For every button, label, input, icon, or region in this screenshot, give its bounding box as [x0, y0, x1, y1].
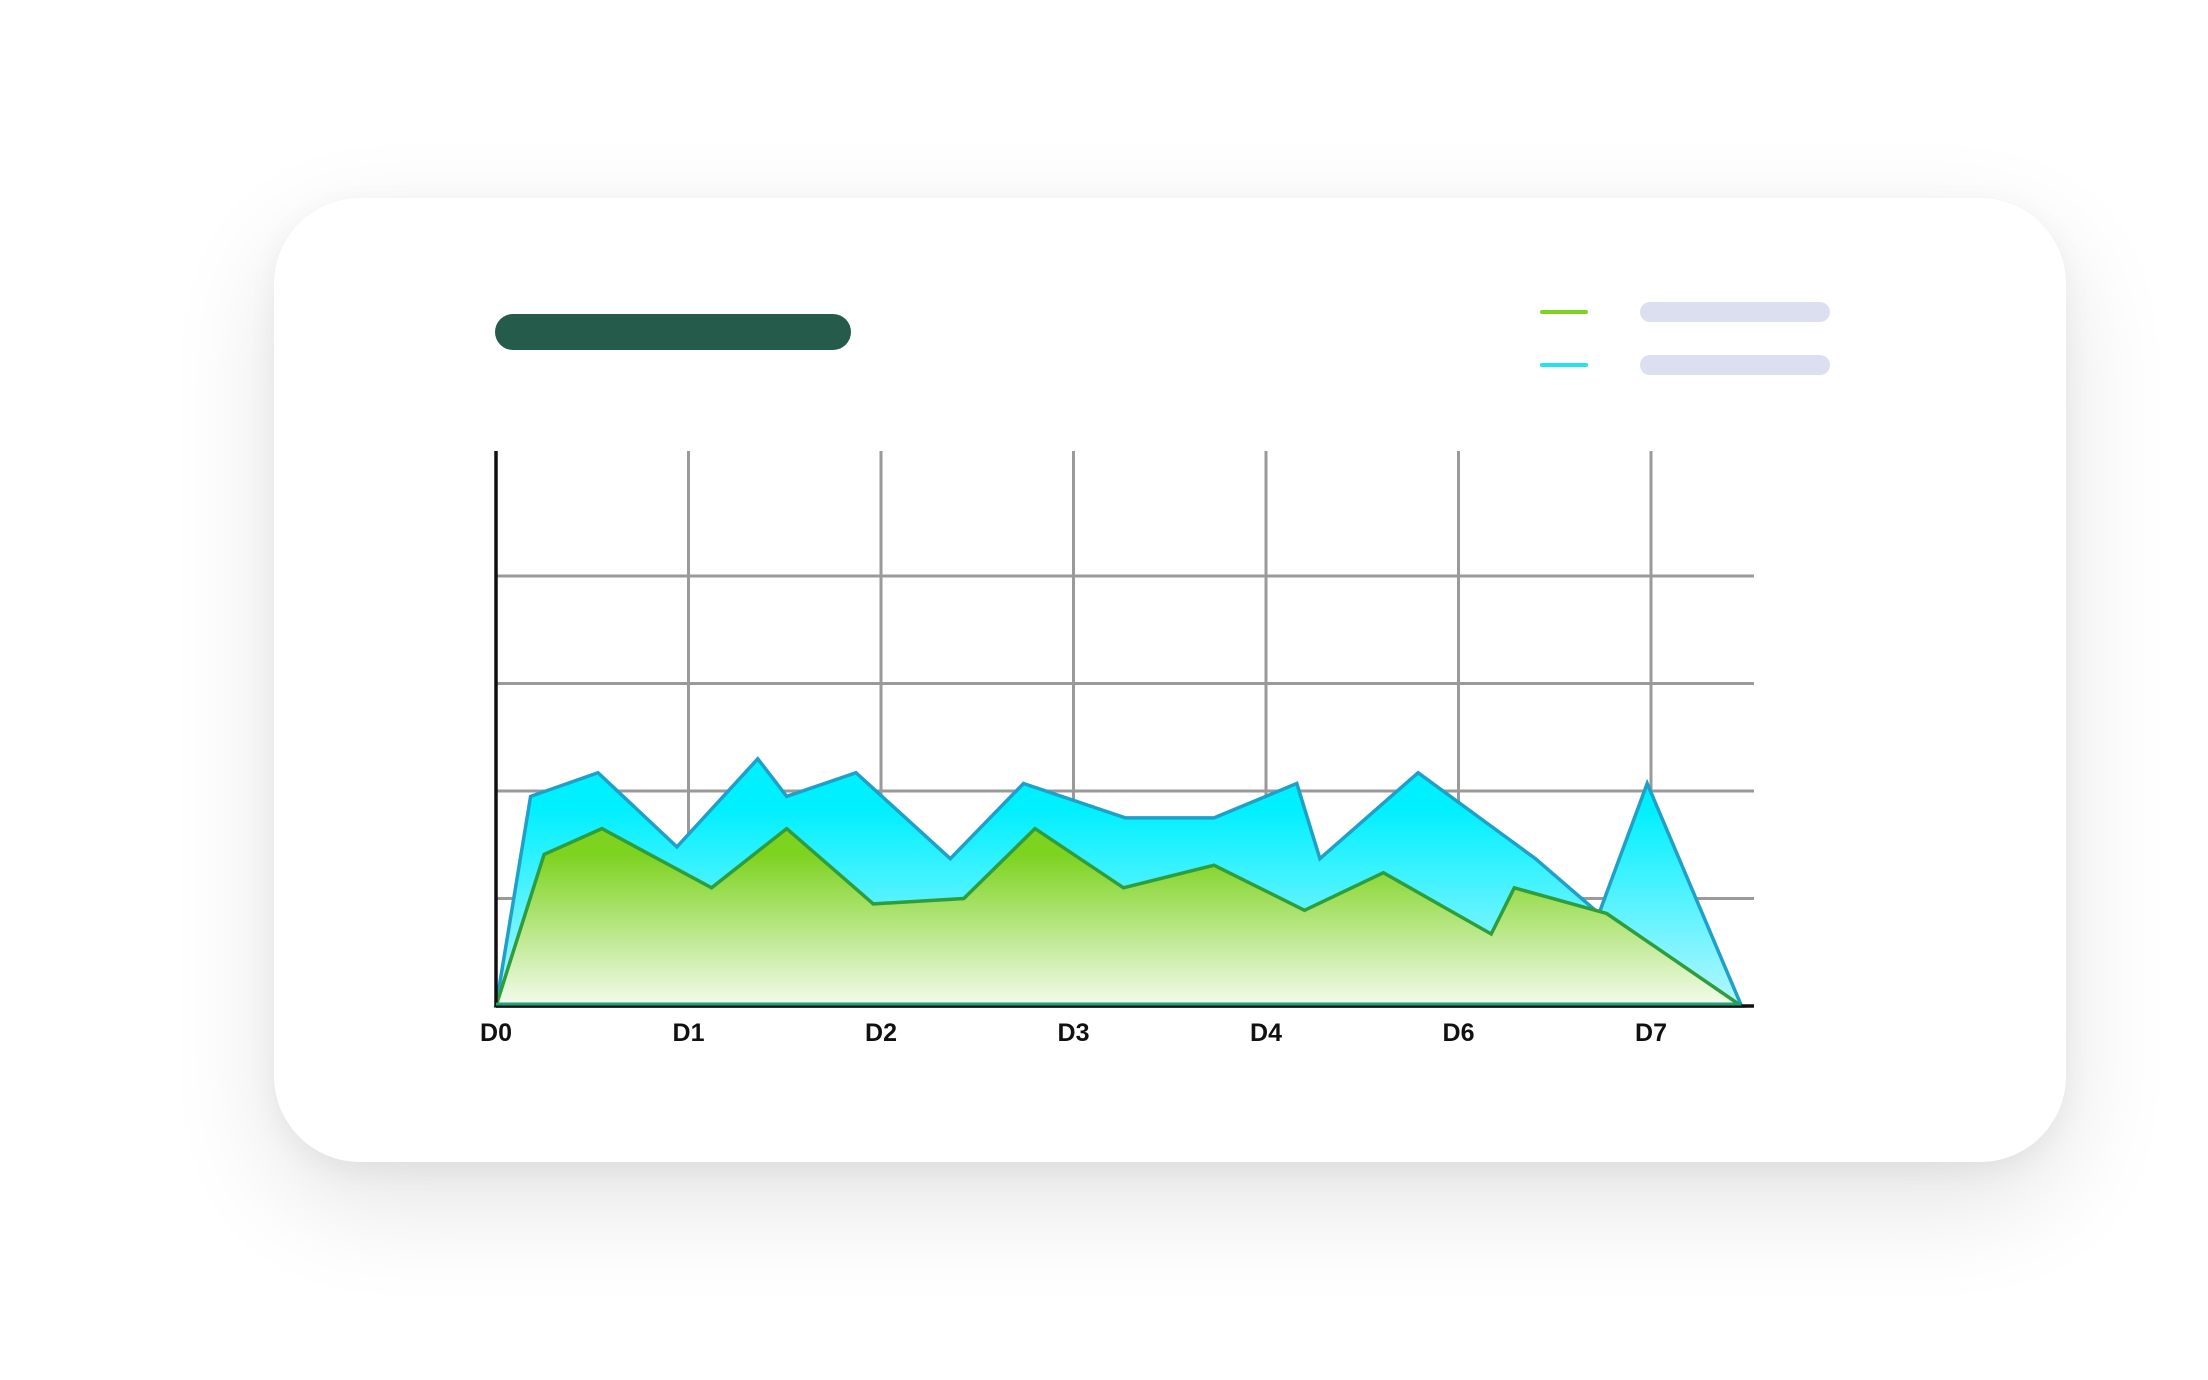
legend-item-green: [1540, 302, 2100, 322]
x-tick-label: D2: [865, 1019, 897, 1047]
x-axis-labels: D0 D1 D2 D3 D4 D6 D7: [480, 1019, 1667, 1047]
x-tick-label: D7: [1635, 1019, 1667, 1047]
legend-label-placeholder: [1640, 302, 1830, 322]
legend-swatch-green: [1540, 310, 1588, 314]
area-chart: D0 D1 D2 D3 D4 D6 D7: [480, 451, 1754, 1047]
x-tick-label: D1: [673, 1019, 705, 1047]
area-series-green: [493, 826, 1748, 1008]
x-tick-label: D0: [480, 1019, 512, 1047]
legend-swatch-cyan: [1540, 363, 1588, 367]
legend-label-placeholder: [1640, 355, 1830, 375]
chart-card: D0 D1 D2 D3 D4 D6 D7: [274, 198, 2066, 1162]
x-tick-label: D3: [1058, 1019, 1090, 1047]
x-tick-label: D6: [1443, 1019, 1475, 1047]
legend-item-cyan: [1540, 355, 2100, 375]
x-tick-label: D4: [1250, 1019, 1282, 1047]
areas: [493, 756, 1748, 1008]
chart-title-placeholder: [495, 314, 851, 350]
axes: [494, 451, 1754, 1008]
